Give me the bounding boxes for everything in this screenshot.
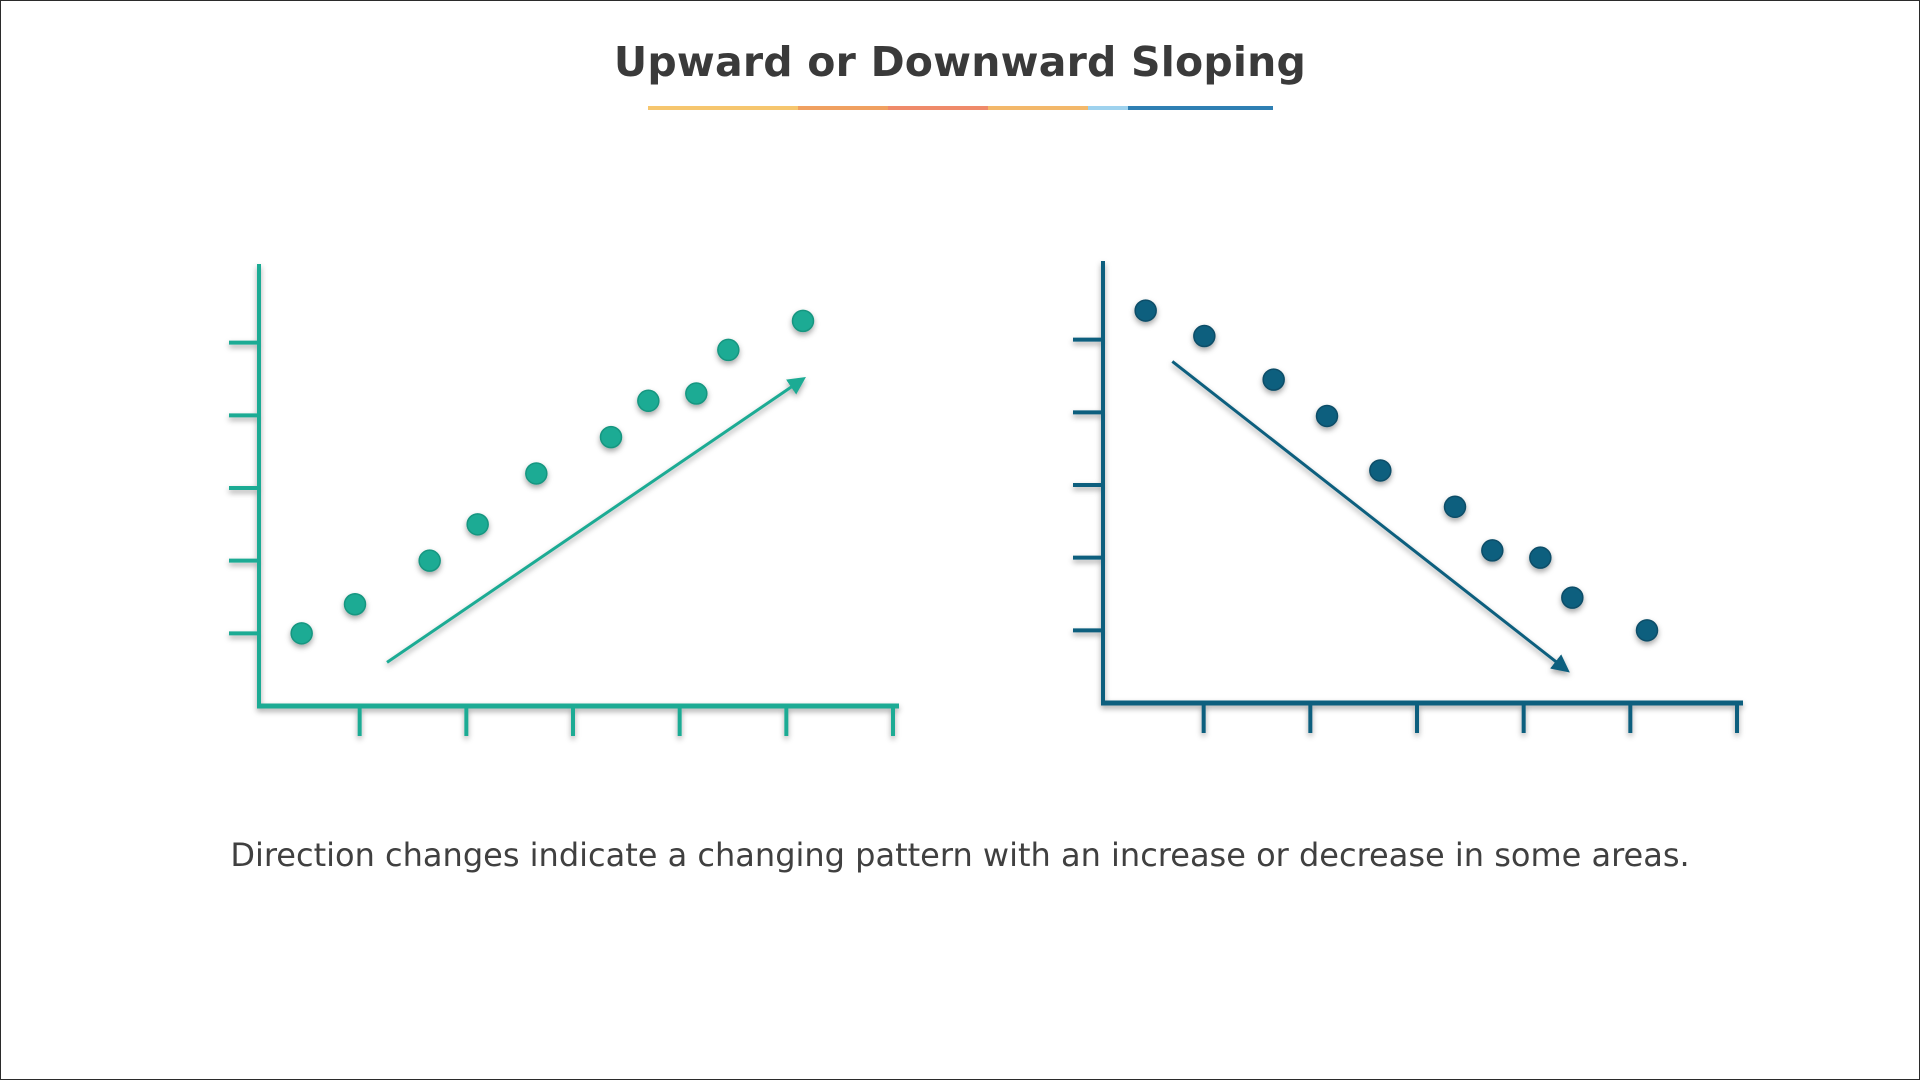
data-point xyxy=(685,382,708,405)
title-underline xyxy=(648,106,1273,110)
data-point xyxy=(290,622,313,645)
data-point xyxy=(418,549,441,572)
data-point xyxy=(1481,539,1504,562)
slide-caption: Direction changes indicate a changing pa… xyxy=(230,836,1690,874)
slide-title: Upward or Downward Sloping xyxy=(613,38,1307,86)
data-point xyxy=(1134,299,1157,322)
title-underline-segment xyxy=(1088,106,1128,110)
data-point xyxy=(466,513,489,536)
title-underline-segment xyxy=(648,106,798,110)
data-point xyxy=(1369,459,1392,482)
data-point xyxy=(1193,324,1216,348)
data-point xyxy=(1635,619,1659,642)
downward-trend-arrow xyxy=(1171,360,1570,673)
data-point xyxy=(343,593,367,616)
chart-axes xyxy=(1073,261,1743,733)
data-point xyxy=(1262,368,1285,391)
title-underline-segment xyxy=(988,106,1088,110)
title-underline-segment xyxy=(888,106,988,110)
data-point xyxy=(599,425,623,449)
chart-axes xyxy=(229,264,899,736)
data-point xyxy=(1315,404,1339,428)
title-underline-segment xyxy=(1128,106,1273,110)
data-point xyxy=(1443,495,1467,519)
title-underline-segment xyxy=(798,106,888,110)
upward-trend-arrow xyxy=(386,376,806,664)
data-point xyxy=(717,338,740,362)
data-point xyxy=(637,389,660,413)
data-point xyxy=(1529,546,1552,569)
data-point xyxy=(1561,586,1584,609)
data-point xyxy=(525,462,548,485)
data-point xyxy=(791,309,815,333)
